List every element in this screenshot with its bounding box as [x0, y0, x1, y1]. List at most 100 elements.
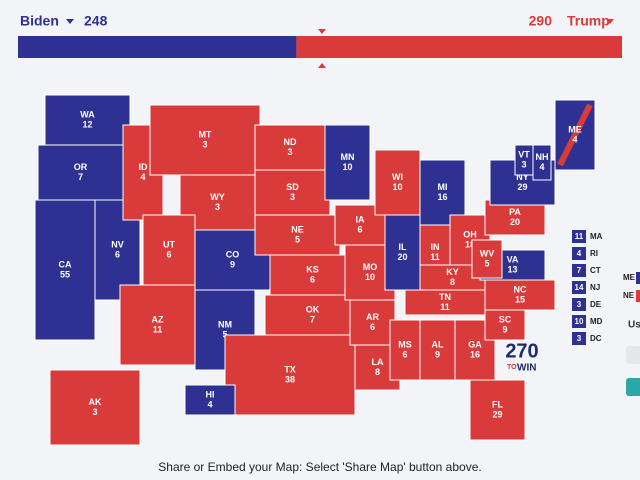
state-votes: 20	[510, 217, 520, 227]
state-abbr: WA	[80, 109, 95, 119]
state-abbr: MT	[199, 129, 212, 139]
logo-text: WIN	[517, 363, 536, 374]
state[interactable]	[119, 284, 196, 366]
state-votes: 3	[290, 192, 295, 202]
small-state-box[interactable]	[572, 264, 586, 277]
small-state-box[interactable]	[572, 298, 586, 311]
state-votes: 10	[392, 182, 402, 192]
footer-text: Share or Embed your Map: Select 'Share M…	[158, 460, 481, 474]
state[interactable]	[484, 199, 546, 236]
state-votes: 3	[92, 407, 97, 417]
state-abbr: AR	[366, 312, 379, 322]
small-state-votes: 3	[577, 300, 582, 309]
state-votes: 8	[450, 277, 455, 287]
state-abbr: MN	[341, 152, 355, 162]
dropdown-icon[interactable]	[66, 19, 74, 24]
state[interactable]	[419, 319, 456, 381]
small-state-abbr: DE	[590, 300, 602, 309]
state[interactable]	[389, 319, 421, 381]
state-votes: 7	[78, 172, 83, 182]
button[interactable]	[626, 346, 640, 364]
small-state-box[interactable]	[572, 230, 586, 243]
state-votes: 20	[397, 252, 407, 262]
state-votes: 55	[60, 269, 70, 279]
state-abbr: MS	[398, 339, 412, 349]
state-votes: 7	[310, 314, 315, 324]
candidate-name[interactable]: Trump	[567, 13, 610, 29]
state-votes: 8	[375, 367, 380, 377]
state-votes: 5	[484, 258, 489, 268]
state-votes: 6	[402, 349, 407, 359]
vote-count: 248	[84, 13, 108, 29]
small-state-abbr: MD	[590, 317, 603, 326]
state[interactable]	[184, 384, 236, 416]
state-abbr: NM	[218, 319, 232, 329]
state[interactable]	[471, 239, 503, 279]
state-abbr: ID	[139, 162, 149, 172]
side-box	[636, 290, 640, 302]
state-abbr: CO	[226, 249, 240, 259]
state-abbr: AL	[432, 339, 444, 349]
state-votes: 4	[140, 172, 145, 182]
state[interactable]	[484, 279, 556, 311]
state-votes: 10	[342, 162, 352, 172]
state-abbr: MI	[438, 182, 448, 192]
state[interactable]	[34, 199, 96, 341]
state-abbr: KY	[446, 267, 459, 277]
state-abbr: VA	[507, 254, 519, 264]
small-state-votes: 7	[577, 266, 582, 275]
state-votes: 16	[437, 192, 447, 202]
small-state-box[interactable]	[572, 281, 586, 294]
state-votes: 3	[215, 202, 220, 212]
small-state-abbr: DC	[590, 334, 602, 343]
small-state-abbr: MA	[590, 232, 603, 241]
side-box	[636, 272, 640, 284]
state-votes: 29	[517, 182, 527, 192]
midpoint-marker	[318, 63, 326, 68]
state-votes: 9	[502, 324, 507, 334]
state[interactable]	[532, 144, 552, 181]
state-votes: 4	[572, 134, 577, 144]
small-state-box[interactable]	[572, 247, 586, 260]
state[interactable]	[149, 104, 261, 176]
small-state-box[interactable]	[572, 332, 586, 345]
state-abbr: KS	[306, 264, 319, 274]
state[interactable]	[349, 299, 396, 346]
state[interactable]	[469, 379, 526, 441]
share-button[interactable]	[626, 378, 640, 396]
state-abbr: NY	[516, 172, 529, 182]
state-votes: 15	[515, 294, 525, 304]
state[interactable]	[269, 254, 356, 296]
state-abbr: FL	[492, 399, 503, 409]
small-state-box[interactable]	[572, 315, 586, 328]
state-abbr: NV	[111, 239, 124, 249]
state[interactable]	[254, 214, 341, 256]
state-abbr: IA	[356, 214, 366, 224]
state[interactable]	[404, 289, 486, 316]
logo-number: 270	[505, 340, 538, 362]
state-abbr: PA	[509, 207, 521, 217]
state-abbr: VT	[518, 149, 530, 159]
state-abbr: LA	[372, 357, 384, 367]
state-abbr: AK	[89, 397, 102, 407]
midpoint-marker	[318, 29, 326, 34]
state-abbr: NC	[514, 284, 527, 294]
state[interactable]	[49, 369, 141, 446]
tally-bar	[296, 36, 622, 58]
candidate-name[interactable]: Biden	[20, 13, 59, 29]
state[interactable]	[254, 124, 326, 171]
state-votes: 6	[370, 322, 375, 332]
state-votes: 4	[539, 162, 544, 172]
state-votes: 5	[222, 329, 227, 339]
cut-text: Us	[628, 320, 640, 331]
state[interactable]	[324, 124, 371, 201]
state[interactable]	[37, 144, 124, 201]
state-abbr: IL	[399, 242, 408, 252]
state[interactable]	[224, 334, 356, 416]
state[interactable]	[264, 294, 361, 336]
state-abbr: WY	[210, 192, 225, 202]
state[interactable]	[374, 149, 421, 216]
dropdown-icon[interactable]	[606, 19, 614, 24]
